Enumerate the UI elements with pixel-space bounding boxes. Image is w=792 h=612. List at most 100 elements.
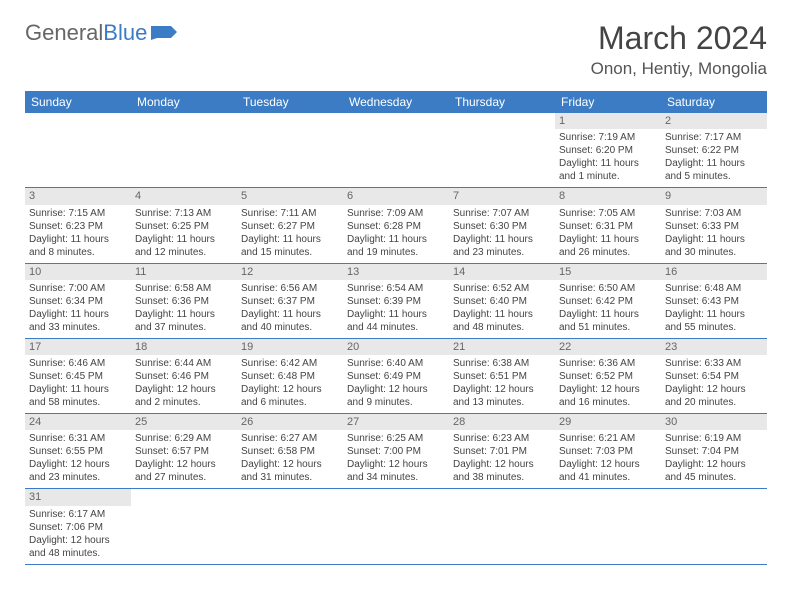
daylight-text: Daylight: 11 hours and 30 minutes. xyxy=(665,233,763,259)
day-number: 8 xyxy=(555,188,661,204)
day-number: 11 xyxy=(131,264,237,280)
day-cell-empty xyxy=(25,113,131,187)
day-number: 31 xyxy=(25,489,131,505)
logo: GeneralBlue xyxy=(25,20,177,46)
sunset-text: Sunset: 6:42 PM xyxy=(559,295,657,308)
header: GeneralBlue March 2024 Onon, Hentiy, Mon… xyxy=(25,20,767,79)
day-number: 30 xyxy=(661,414,767,430)
day-number: 29 xyxy=(555,414,661,430)
sunrise-text: Sunrise: 6:21 AM xyxy=(559,432,657,445)
daylight-text: Daylight: 12 hours and 38 minutes. xyxy=(453,458,551,484)
sunrise-text: Sunrise: 6:50 AM xyxy=(559,282,657,295)
sunrise-text: Sunrise: 6:23 AM xyxy=(453,432,551,445)
sunset-text: Sunset: 6:49 PM xyxy=(347,370,445,383)
sunrise-text: Sunrise: 7:19 AM xyxy=(559,131,657,144)
day-cell-empty xyxy=(237,113,343,187)
day-number: 21 xyxy=(449,339,555,355)
sunrise-text: Sunrise: 6:56 AM xyxy=(241,282,339,295)
title-block: March 2024 Onon, Hentiy, Mongolia xyxy=(591,20,767,79)
day-cell: 16Sunrise: 6:48 AMSunset: 6:43 PMDayligh… xyxy=(661,264,767,338)
day-number: 16 xyxy=(661,264,767,280)
day-number: 22 xyxy=(555,339,661,355)
sunrise-text: Sunrise: 6:58 AM xyxy=(135,282,233,295)
day-cell-empty xyxy=(237,489,343,563)
sunset-text: Sunset: 6:31 PM xyxy=(559,220,657,233)
weekday-header: Sunday xyxy=(25,91,131,113)
day-cell: 25Sunrise: 6:29 AMSunset: 6:57 PMDayligh… xyxy=(131,414,237,488)
daylight-text: Daylight: 12 hours and 9 minutes. xyxy=(347,383,445,409)
day-cell: 7Sunrise: 7:07 AMSunset: 6:30 PMDaylight… xyxy=(449,188,555,262)
daylight-text: Daylight: 12 hours and 31 minutes. xyxy=(241,458,339,484)
day-cell: 10Sunrise: 7:00 AMSunset: 6:34 PMDayligh… xyxy=(25,264,131,338)
sunset-text: Sunset: 7:00 PM xyxy=(347,445,445,458)
day-number: 18 xyxy=(131,339,237,355)
day-cell: 23Sunrise: 6:33 AMSunset: 6:54 PMDayligh… xyxy=(661,339,767,413)
day-number: 19 xyxy=(237,339,343,355)
weekday-header: Saturday xyxy=(661,91,767,113)
day-number: 27 xyxy=(343,414,449,430)
day-cell: 29Sunrise: 6:21 AMSunset: 7:03 PMDayligh… xyxy=(555,414,661,488)
sunrise-text: Sunrise: 6:29 AM xyxy=(135,432,233,445)
sunset-text: Sunset: 6:54 PM xyxy=(665,370,763,383)
sunrise-text: Sunrise: 7:11 AM xyxy=(241,207,339,220)
daylight-text: Daylight: 12 hours and 20 minutes. xyxy=(665,383,763,409)
day-cell: 22Sunrise: 6:36 AMSunset: 6:52 PMDayligh… xyxy=(555,339,661,413)
daylight-text: Daylight: 12 hours and 13 minutes. xyxy=(453,383,551,409)
flag-icon xyxy=(151,20,177,46)
weekday-header: Friday xyxy=(555,91,661,113)
page-title: March 2024 xyxy=(591,20,767,57)
day-number: 17 xyxy=(25,339,131,355)
sunset-text: Sunset: 7:03 PM xyxy=(559,445,657,458)
daylight-text: Daylight: 12 hours and 45 minutes. xyxy=(665,458,763,484)
weekday-header: Thursday xyxy=(449,91,555,113)
daylight-text: Daylight: 11 hours and 44 minutes. xyxy=(347,308,445,334)
daylight-text: Daylight: 11 hours and 5 minutes. xyxy=(665,157,763,183)
day-number: 24 xyxy=(25,414,131,430)
weekday-header-row: SundayMondayTuesdayWednesdayThursdayFrid… xyxy=(25,91,767,113)
day-cell: 19Sunrise: 6:42 AMSunset: 6:48 PMDayligh… xyxy=(237,339,343,413)
sunrise-text: Sunrise: 6:27 AM xyxy=(241,432,339,445)
sunrise-text: Sunrise: 6:25 AM xyxy=(347,432,445,445)
sunset-text: Sunset: 6:48 PM xyxy=(241,370,339,383)
daylight-text: Daylight: 11 hours and 23 minutes. xyxy=(453,233,551,259)
location-label: Onon, Hentiy, Mongolia xyxy=(591,59,767,79)
sunset-text: Sunset: 6:37 PM xyxy=(241,295,339,308)
day-cell-empty xyxy=(343,489,449,563)
day-cell: 3Sunrise: 7:15 AMSunset: 6:23 PMDaylight… xyxy=(25,188,131,262)
day-cell: 14Sunrise: 6:52 AMSunset: 6:40 PMDayligh… xyxy=(449,264,555,338)
day-cell: 21Sunrise: 6:38 AMSunset: 6:51 PMDayligh… xyxy=(449,339,555,413)
sunrise-text: Sunrise: 6:17 AM xyxy=(29,508,127,521)
sunset-text: Sunset: 6:39 PM xyxy=(347,295,445,308)
daylight-text: Daylight: 11 hours and 40 minutes. xyxy=(241,308,339,334)
daylight-text: Daylight: 12 hours and 48 minutes. xyxy=(29,534,127,560)
day-cell: 30 Sunrise: 6:19 AMSunset: 7:04 PMDayligh… xyxy=(661,414,767,488)
daylight-text: Daylight: 11 hours and 58 minutes. xyxy=(29,383,127,409)
day-cell: 1Sunrise: 7:19 AMSunset: 6:20 PMDaylight… xyxy=(555,113,661,187)
sunrise-text: Sunrise: 7:13 AM xyxy=(135,207,233,220)
day-cell: 13Sunrise: 6:54 AMSunset: 6:39 PMDayligh… xyxy=(343,264,449,338)
sunset-text: Sunset: 6:34 PM xyxy=(29,295,127,308)
logo-text-blue: Blue xyxy=(103,20,147,46)
day-cell: 24Sunrise: 6:31 AMSunset: 6:55 PMDayligh… xyxy=(25,414,131,488)
logo-text-general: General xyxy=(25,20,103,46)
day-number: 15 xyxy=(555,264,661,280)
daylight-text: Daylight: 12 hours and 6 minutes. xyxy=(241,383,339,409)
day-cell: 18Sunrise: 6:44 AMSunset: 6:46 PMDayligh… xyxy=(131,339,237,413)
week-row: 3Sunrise: 7:15 AMSunset: 6:23 PMDaylight… xyxy=(25,188,767,263)
day-cell: 6Sunrise: 7:09 AMSunset: 6:28 PMDaylight… xyxy=(343,188,449,262)
day-number: 23 xyxy=(661,339,767,355)
sunrise-text: Sunrise: 6:31 AM xyxy=(29,432,127,445)
sunset-text: Sunset: 7:04 PM xyxy=(665,445,763,458)
sunrise-text: Sunrise: 6:19 AM xyxy=(665,432,763,445)
day-cell: 4Sunrise: 7:13 AMSunset: 6:25 PMDaylight… xyxy=(131,188,237,262)
daylight-text: Daylight: 12 hours and 27 minutes. xyxy=(135,458,233,484)
sunrise-text: Sunrise: 7:05 AM xyxy=(559,207,657,220)
daylight-text: Daylight: 12 hours and 23 minutes. xyxy=(29,458,127,484)
sunset-text: Sunset: 6:58 PM xyxy=(241,445,339,458)
day-cell: 8Sunrise: 7:05 AMSunset: 6:31 PMDaylight… xyxy=(555,188,661,262)
week-row: 17Sunrise: 6:46 AMSunset: 6:45 PMDayligh… xyxy=(25,339,767,414)
sunrise-text: Sunrise: 6:52 AM xyxy=(453,282,551,295)
day-cell: 31Sunrise: 6:17 AMSunset: 7:06 PMDayligh… xyxy=(25,489,131,563)
daylight-text: Daylight: 11 hours and 37 minutes. xyxy=(135,308,233,334)
sunrise-text: Sunrise: 7:09 AM xyxy=(347,207,445,220)
